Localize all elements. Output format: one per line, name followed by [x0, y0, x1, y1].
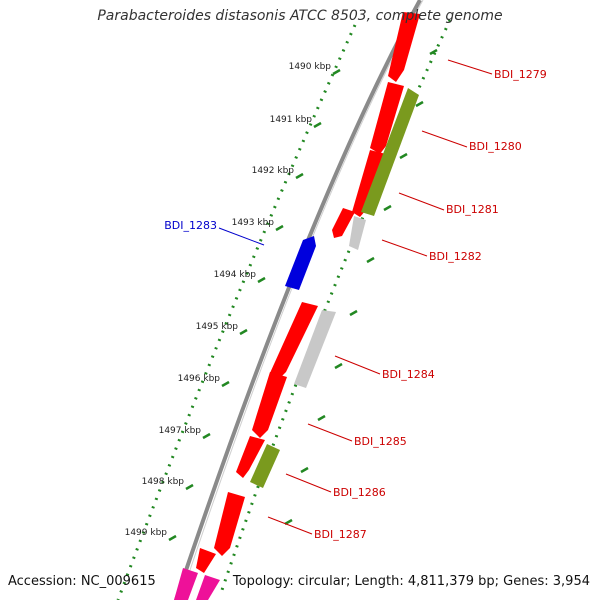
- cds-red-feature: [236, 436, 265, 478]
- accession-text: Accession: NC_009615: [8, 574, 156, 589]
- kbp-tick-label: 1492 kbp: [252, 166, 295, 176]
- gene-label-leader: [447, 59, 493, 75]
- major-tick: [239, 328, 248, 336]
- topology-text: Topology: circular; Length: 4,811,379 bp…: [232, 574, 590, 589]
- gene-label: BDI_1280: [469, 140, 522, 153]
- major-tick: [221, 380, 230, 388]
- outer-tick-track: [220, 19, 452, 591]
- gene-label-leader: [421, 130, 468, 148]
- gene-label: BDI_1287: [314, 528, 367, 541]
- cds-red-feature: [352, 150, 386, 217]
- cds-gray-feature: [349, 216, 366, 250]
- genome-backbone: [174, 0, 422, 600]
- kbp-tick-label: 1498 kbp: [142, 477, 185, 487]
- gene-label-leader: [218, 227, 265, 246]
- inner-tick-track: [116, 24, 357, 600]
- major-tick: [399, 152, 408, 160]
- gene-label: BDI_1279: [494, 68, 547, 81]
- major-tick: [202, 432, 211, 440]
- cds-red-feature: [370, 82, 404, 154]
- major-tick: [415, 100, 424, 108]
- major-tick: [349, 309, 358, 317]
- kbp-tick-label: 1497 kbp: [159, 426, 202, 436]
- gene-label-leader: [381, 239, 428, 257]
- genome-title: Parabacteroides distasonis ATCC 8503, co…: [97, 8, 503, 24]
- cds-blue-feature: [285, 236, 316, 290]
- major-tick: [257, 276, 266, 284]
- major-tick: [366, 256, 375, 264]
- major-tick: [284, 518, 293, 526]
- cds-gray-feature: [294, 310, 336, 388]
- major-tick: [332, 68, 341, 76]
- cds-olive-feature: [361, 88, 419, 216]
- major-tick: [275, 224, 284, 232]
- gene-label-leader: [398, 192, 445, 211]
- gene-label: BDI_1285: [354, 435, 407, 448]
- cds-red-feature: [332, 208, 355, 238]
- cds-red-feature: [252, 372, 287, 438]
- major-tick: [295, 172, 304, 180]
- gene-label: BDI_1282: [429, 250, 482, 263]
- kbp-tick-label: 1499 kbp: [125, 528, 168, 538]
- kbp-tick-label: 1491 kbp: [270, 115, 313, 125]
- gene-label-leader: [334, 355, 381, 375]
- cds-olive-feature: [250, 444, 280, 488]
- major-tick: [317, 414, 326, 422]
- major-tick: [185, 483, 194, 491]
- gene-label: BDI_1281: [446, 203, 499, 216]
- gene-label: BDI_1284: [382, 368, 435, 381]
- major-tick: [383, 204, 392, 212]
- gene-label-leader: [285, 473, 332, 493]
- cds-magenta-feature: [196, 575, 220, 600]
- major-tick: [168, 534, 177, 542]
- cds-red-feature: [214, 492, 245, 556]
- cds-red-feature: [388, 12, 420, 82]
- cds-red-feature: [270, 302, 318, 380]
- cds-red-feature: [196, 548, 216, 573]
- major-tick: [429, 48, 438, 56]
- major-tick: [334, 362, 343, 370]
- kbp-tick-label: 1494 kbp: [214, 270, 257, 280]
- kbp-tick-label: 1490 kbp: [289, 62, 332, 72]
- cds-magenta-feature: [174, 568, 198, 600]
- gene-label: BDI_1283: [164, 219, 217, 232]
- gene-label-leader: [267, 516, 313, 535]
- kbp-tick-label: 1495 kbp: [196, 322, 239, 332]
- major-tick: [313, 121, 322, 129]
- gene-label-leader: [307, 423, 353, 442]
- major-tick: [300, 466, 309, 474]
- gene-label: BDI_1286: [333, 486, 386, 499]
- kbp-tick-label: 1493 kbp: [232, 218, 275, 228]
- kbp-tick-label: 1496 kbp: [178, 374, 221, 384]
